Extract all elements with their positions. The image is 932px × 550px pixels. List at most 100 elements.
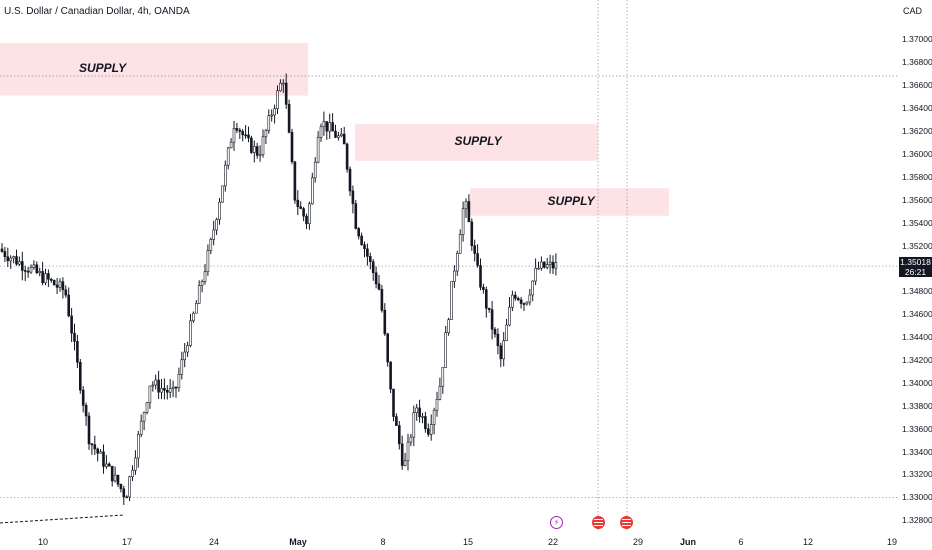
candle-body[interactable]: [319, 126, 323, 138]
candle-body[interactable]: [403, 460, 407, 466]
candle-body[interactable]: [64, 289, 68, 296]
candle-body[interactable]: [116, 474, 120, 485]
candle-body[interactable]: [58, 281, 62, 288]
candle-body[interactable]: [241, 131, 244, 136]
candle-body[interactable]: [6, 256, 10, 262]
candle-body[interactable]: [250, 137, 253, 153]
candle-body[interactable]: [337, 135, 340, 138]
candle-body[interactable]: [183, 351, 186, 361]
candle-body[interactable]: [299, 206, 303, 209]
candle-body[interactable]: [47, 273, 50, 280]
candle-body[interactable]: [189, 320, 192, 346]
candle-body[interactable]: [484, 289, 488, 309]
candle-body[interactable]: [119, 483, 123, 490]
candle-body[interactable]: [444, 332, 448, 368]
candle-body[interactable]: [345, 143, 349, 170]
candle-body[interactable]: [426, 428, 430, 435]
candle-body[interactable]: [267, 115, 271, 131]
candle-body[interactable]: [424, 416, 427, 430]
candle-body[interactable]: [131, 469, 134, 478]
candle-body[interactable]: [9, 257, 12, 262]
candle-body[interactable]: [528, 294, 532, 303]
candle-body[interactable]: [157, 379, 160, 393]
candle-body[interactable]: [473, 245, 477, 254]
candle-body[interactable]: [392, 388, 395, 417]
candle-body[interactable]: [44, 273, 47, 284]
candle-body[interactable]: [70, 315, 73, 334]
candle-body[interactable]: [284, 82, 288, 105]
candle-body[interactable]: [186, 345, 189, 353]
candle-body[interactable]: [545, 264, 549, 268]
candle-body[interactable]: [171, 386, 175, 389]
supply-zone[interactable]: [0, 42, 308, 96]
candle-body[interactable]: [534, 267, 537, 282]
candle-body[interactable]: [218, 201, 221, 220]
candle-body[interactable]: [461, 208, 465, 235]
candle-body[interactable]: [76, 341, 79, 363]
candle-body[interactable]: [90, 443, 94, 446]
candle-body[interactable]: [52, 280, 56, 286]
candle-body[interactable]: [386, 333, 390, 363]
candle-body[interactable]: [450, 281, 453, 320]
candle-body[interactable]: [505, 324, 508, 341]
candle-body[interactable]: [79, 362, 82, 391]
candle-body[interactable]: [73, 332, 76, 342]
candle-body[interactable]: [464, 201, 468, 210]
candle-body[interactable]: [348, 168, 352, 192]
trend-line-drawing[interactable]: [0, 514, 125, 524]
candle-body[interactable]: [168, 388, 172, 393]
candle-body[interactable]: [229, 141, 233, 149]
candle-body[interactable]: [551, 261, 555, 269]
candle-body[interactable]: [371, 261, 375, 274]
candle-body[interactable]: [351, 190, 355, 204]
candle-body[interactable]: [383, 309, 387, 335]
candle-body[interactable]: [148, 385, 152, 403]
candle-body[interactable]: [41, 271, 44, 284]
candle-body[interactable]: [238, 129, 242, 132]
candle-body[interactable]: [270, 114, 274, 117]
candle-body[interactable]: [432, 409, 436, 425]
candle-body[interactable]: [180, 359, 184, 375]
candle-body[interactable]: [412, 412, 416, 438]
candle-body[interactable]: [134, 457, 137, 471]
candle-body[interactable]: [215, 219, 218, 231]
candle-body[interactable]: [279, 82, 282, 92]
candle-body[interactable]: [20, 261, 24, 271]
candle-body[interactable]: [537, 267, 540, 270]
candle-body[interactable]: [81, 389, 85, 406]
candle-body[interactable]: [548, 261, 552, 265]
candle-body[interactable]: [96, 448, 99, 454]
candle-body[interactable]: [154, 379, 157, 386]
candle-body[interactable]: [513, 294, 517, 299]
candle-body[interactable]: [415, 407, 419, 414]
candle-body[interactable]: [499, 345, 503, 360]
lightning-event-icon[interactable]: ⚡: [550, 516, 563, 529]
candle-body[interactable]: [397, 425, 401, 445]
candle-body[interactable]: [35, 264, 39, 273]
candle-body[interactable]: [166, 389, 169, 393]
candle-body[interactable]: [49, 278, 53, 281]
candle-body[interactable]: [308, 203, 311, 225]
candle-body[interactable]: [496, 333, 500, 347]
candle-body[interactable]: [525, 301, 529, 305]
candle-body[interactable]: [458, 234, 462, 254]
candle-body[interactable]: [203, 271, 207, 282]
candle-body[interactable]: [339, 133, 343, 137]
candle-body[interactable]: [224, 164, 227, 187]
candle-body[interactable]: [540, 261, 543, 269]
candle-body[interactable]: [305, 215, 308, 225]
candle-body[interactable]: [360, 235, 363, 245]
candle-body[interactable]: [55, 284, 59, 288]
candle-body[interactable]: [363, 244, 366, 250]
candle-body[interactable]: [508, 306, 511, 326]
candle-body[interactable]: [261, 136, 265, 156]
candle-body[interactable]: [128, 476, 131, 498]
candle-body[interactable]: [226, 147, 230, 166]
candle-body[interactable]: [354, 203, 358, 229]
candle-body[interactable]: [516, 298, 520, 301]
candle-body[interactable]: [113, 474, 117, 482]
candle-body[interactable]: [310, 177, 314, 205]
candle-body[interactable]: [447, 319, 450, 333]
candle-body[interactable]: [368, 256, 372, 262]
